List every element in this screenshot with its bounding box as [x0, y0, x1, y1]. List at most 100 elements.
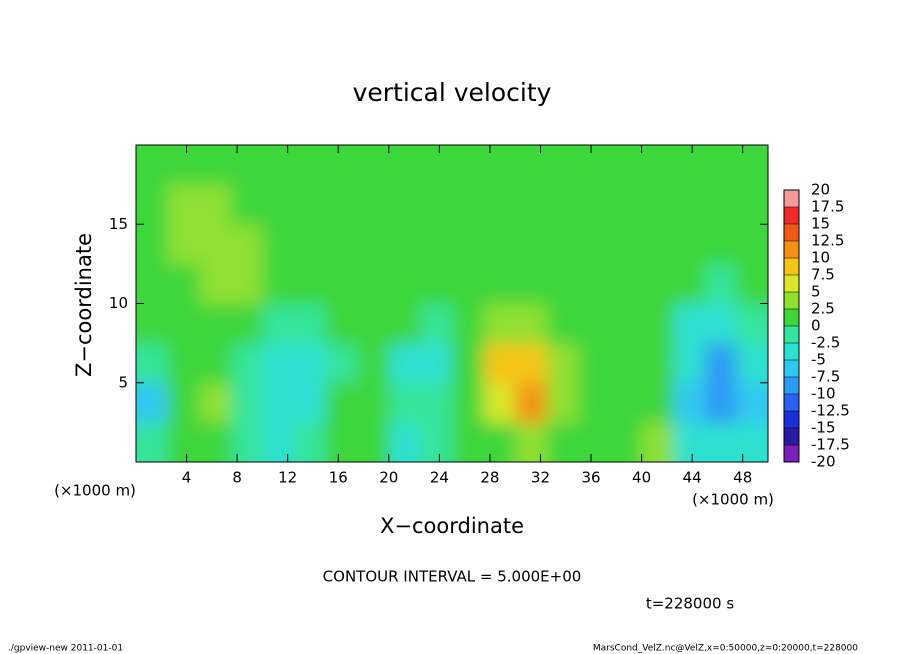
footer-right: MarsCond_VelZ.nc@VelZ,x=0:50000,z=0:2000… — [593, 644, 858, 654]
field-cell — [483, 145, 516, 185]
field-cell — [388, 145, 421, 185]
field-cell — [515, 343, 548, 384]
field-cell — [167, 382, 200, 423]
field-cell — [704, 263, 737, 304]
field-cell — [578, 422, 611, 462]
colorbar-label: -15 — [811, 419, 836, 437]
field-cell — [420, 343, 453, 384]
field-cell — [136, 145, 168, 185]
field-cell — [641, 303, 674, 344]
field-cell — [230, 422, 263, 462]
field-cell — [673, 145, 706, 185]
colorbar-label: 10 — [811, 249, 830, 267]
x-tick-label: 12 — [278, 469, 297, 487]
field-cell — [452, 263, 485, 304]
field-cell — [136, 263, 168, 304]
x-tick-label: 20 — [379, 469, 398, 487]
field-cell — [388, 263, 421, 304]
x-tick-label: 48 — [733, 469, 752, 487]
field-cell — [262, 382, 295, 423]
field-cell — [357, 263, 390, 304]
field-cell — [452, 145, 485, 185]
field-cell — [420, 422, 453, 462]
field-cell — [641, 382, 674, 423]
colorbar-label: 15 — [811, 215, 830, 233]
time-label: t=228000 s — [646, 595, 734, 613]
colorbar-label: -5 — [811, 351, 826, 369]
field-cell — [452, 422, 485, 462]
colorbar-band — [784, 428, 799, 445]
field-cell — [610, 382, 643, 423]
field-cell — [578, 184, 611, 225]
colorbar-band — [784, 190, 799, 207]
colorbar-label: 12.5 — [811, 232, 844, 250]
colorbar-label: -20 — [811, 453, 836, 471]
field-cell — [452, 224, 485, 265]
colorbar-label: 20 — [811, 181, 830, 199]
field-cell — [136, 343, 168, 384]
y-tick-label: 15 — [109, 215, 128, 233]
field-cell — [357, 343, 390, 384]
field-cell — [641, 343, 674, 384]
field-cell — [230, 343, 263, 384]
y-unit: (×1000 m) — [54, 482, 136, 500]
field-cell — [357, 303, 390, 344]
field-cell — [167, 263, 200, 304]
colorbar-band — [784, 224, 799, 241]
colorbar-label: -17.5 — [811, 436, 850, 454]
field-cell — [262, 224, 295, 265]
field-cell — [704, 224, 737, 265]
field-cell — [199, 422, 232, 462]
colorbar-label: 5 — [811, 283, 821, 301]
field-cell — [610, 343, 643, 384]
contour-note: CONTOUR INTERVAL = 5.000E+00 — [323, 568, 582, 586]
field-cell — [515, 382, 548, 423]
field-cell — [199, 224, 232, 265]
field-cell — [294, 263, 327, 304]
field-cell — [610, 263, 643, 304]
x-tick-label: 8 — [232, 469, 242, 487]
field-cell — [736, 263, 768, 304]
field-cell — [483, 224, 516, 265]
field-cell — [262, 422, 295, 462]
colorbar-band — [784, 309, 799, 326]
field-cell — [546, 422, 579, 462]
field-cell — [515, 145, 548, 185]
field-cell — [388, 422, 421, 462]
colorbar-label: 2.5 — [811, 300, 835, 318]
colorbar-label: 17.5 — [811, 198, 844, 216]
field-cell — [515, 422, 548, 462]
field-cell — [578, 145, 611, 185]
field-cell — [167, 184, 200, 225]
field-cell — [546, 303, 579, 344]
field-cell — [578, 224, 611, 265]
chart-title: vertical velocity — [353, 78, 552, 107]
colorbar-band — [784, 411, 799, 428]
field-cell — [230, 145, 263, 185]
field-cell — [704, 303, 737, 344]
field-cell — [167, 303, 200, 344]
field-cell — [136, 303, 168, 344]
field-cell — [357, 224, 390, 265]
field-cell — [704, 184, 737, 225]
field-cell — [483, 263, 516, 304]
field-cell — [230, 224, 263, 265]
x-axis-label: X−coordinate — [380, 514, 524, 538]
field-cell — [357, 184, 390, 225]
field-cell — [199, 382, 232, 423]
field-cell — [483, 184, 516, 225]
field-cell — [388, 224, 421, 265]
field-cell — [136, 422, 168, 462]
field-cell — [230, 382, 263, 423]
x-tick-label: 24 — [430, 469, 449, 487]
field-cell — [357, 382, 390, 423]
field-cell — [294, 145, 327, 185]
field-cell — [736, 145, 768, 185]
field-cell — [578, 343, 611, 384]
field-cell — [483, 382, 516, 423]
field-cell — [452, 382, 485, 423]
field-cell — [641, 263, 674, 304]
field-cell — [578, 303, 611, 344]
field-cell — [294, 303, 327, 344]
